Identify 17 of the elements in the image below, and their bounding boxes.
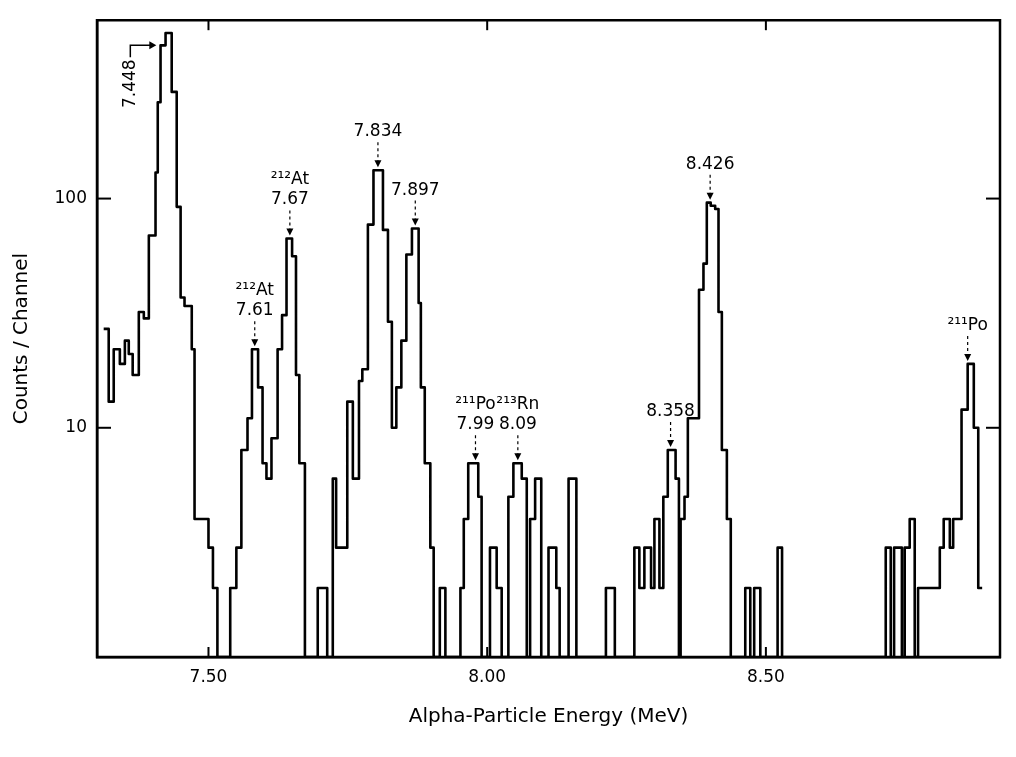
annotation: ²¹²At 7.67: [270, 168, 310, 209]
annotation: 7.897: [390, 178, 440, 199]
annotation: 8.358: [646, 400, 695, 420]
annotation: 7.448: [118, 59, 139, 109]
x-tick-label: 8.50: [746, 665, 785, 686]
y-axis-title: Counts / Channel: [8, 252, 33, 425]
x-axis-title: Alpha-Particle Energy (MeV): [408, 703, 689, 728]
y-tick-label: 10: [65, 416, 87, 437]
annotation: ²¹³Rn 8.09: [496, 393, 540, 434]
x-tick-label: 8.00: [468, 665, 507, 686]
annotation: ²¹¹Po: [947, 313, 988, 334]
annotation: 7.834: [353, 120, 403, 141]
y-tick-label: 100: [54, 186, 87, 207]
annotation: 8.426: [685, 152, 735, 173]
annotation: ²¹¹Po 7.99: [455, 393, 496, 434]
annotation: ²¹²At 7.61: [235, 279, 275, 320]
x-tick-label: 7.50: [189, 665, 228, 686]
